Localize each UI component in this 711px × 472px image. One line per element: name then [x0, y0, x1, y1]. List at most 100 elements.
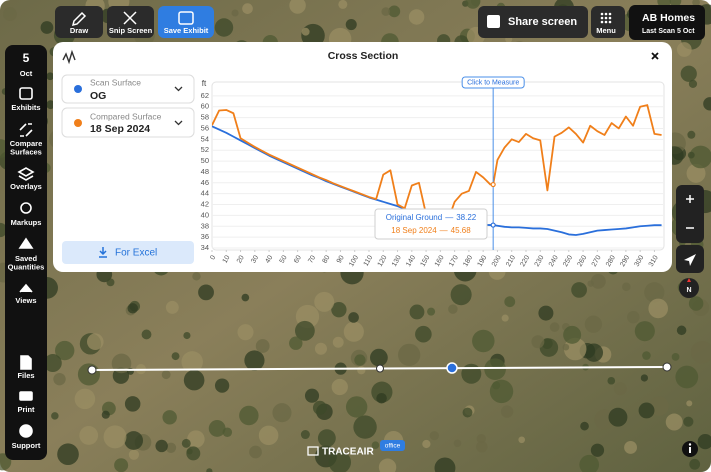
tree	[343, 321, 364, 342]
tree	[378, 458, 397, 472]
section-cursor[interactable]	[446, 362, 458, 374]
tree	[580, 421, 589, 431]
button-label: Share screen	[508, 16, 577, 28]
tooltip-part: Original Ground	[386, 213, 442, 222]
locate-button[interactable]	[684, 254, 696, 266]
tree	[106, 278, 115, 287]
cross-section-panel: Cross Section Scan Surface OG Compared S…	[53, 42, 672, 272]
scan-surface-select[interactable]: Scan Surface OG	[61, 74, 195, 104]
compass[interactable]	[679, 278, 699, 298]
tree	[671, 353, 680, 361]
button-bg	[591, 6, 625, 38]
tree	[214, 378, 230, 393]
download-icon	[99, 247, 107, 258]
icon	[17, 167, 35, 181]
tooltip-line: Original Ground —38.22	[386, 213, 477, 222]
tree	[686, 163, 706, 183]
tree	[371, 441, 380, 449]
y-tick-label: 48	[201, 167, 209, 176]
tree	[46, 72, 54, 81]
sidebar-label: Markups	[11, 218, 42, 227]
tree	[638, 402, 655, 419]
tree	[128, 449, 140, 460]
section-point[interactable]	[376, 364, 384, 373]
menu-button[interactable]: Menu	[591, 6, 625, 38]
tree	[388, 5, 401, 18]
icon	[19, 283, 33, 293]
tree	[304, 388, 320, 403]
tree	[562, 343, 570, 351]
tree	[622, 282, 631, 292]
compared-surface-select[interactable]: Compared Surface 18 Sep 2024	[61, 107, 195, 138]
tree	[690, 340, 711, 364]
x-tick-label: 110	[363, 254, 375, 267]
sidebar-label: Files	[17, 371, 34, 380]
tree	[103, 425, 127, 449]
tree	[644, 282, 665, 303]
tree	[114, 458, 129, 472]
tree	[111, 353, 132, 374]
tree	[124, 396, 141, 412]
tooltip-part: 45.68	[451, 226, 472, 235]
tree	[476, 433, 486, 444]
select-value: OG	[90, 90, 106, 102]
tree	[55, 340, 75, 361]
sidebar-bg	[5, 45, 47, 460]
x-tick-label: 250	[562, 254, 574, 268]
section-line[interactable]	[87, 362, 672, 375]
tree	[409, 304, 425, 320]
zoom-in[interactable]	[686, 195, 694, 203]
tooltip-part: 18 Sep 2024	[391, 226, 437, 235]
draw-button[interactable]: Draw	[55, 6, 103, 38]
tree	[538, 305, 554, 321]
snip-button[interactable]: Snip Screen	[107, 6, 154, 38]
y-tick-label: 42	[201, 200, 209, 209]
select-value: 18 Sep 2024	[90, 123, 150, 135]
close-button[interactable]	[651, 52, 659, 60]
section-point[interactable]	[87, 365, 97, 375]
tree	[348, 312, 359, 323]
x-tick-label: 260	[576, 254, 588, 268]
tree	[127, 303, 138, 314]
tree	[579, 454, 600, 472]
sidebar-label: Saved	[15, 254, 38, 263]
share-button[interactable]: Share screen	[478, 6, 588, 38]
tree	[345, 396, 368, 418]
export-button[interactable]: For Excel	[62, 241, 194, 264]
x-tick-label: 280	[605, 254, 617, 268]
button-bg	[629, 5, 705, 40]
toolbar: Draw Snip Screen Save Exhibit Share scre…	[55, 5, 705, 40]
y-tick-label: 54	[201, 134, 209, 143]
surface-dot	[74, 119, 82, 127]
tree	[687, 130, 696, 139]
tree	[634, 321, 655, 342]
tree	[415, 325, 432, 343]
section-point[interactable]	[662, 362, 672, 372]
sidebar-label: Exhibits	[11, 103, 40, 112]
tree	[354, 354, 366, 366]
project-button[interactable]: AB Homes Last Scan 5 Oct	[629, 5, 705, 40]
tree	[697, 434, 711, 450]
y-tick-label: 60	[201, 102, 209, 111]
tree	[642, 351, 651, 360]
tree	[53, 372, 66, 386]
save-exhibit-button[interactable]: Save Exhibit	[158, 6, 214, 38]
button-bg	[478, 6, 588, 38]
tree	[613, 382, 627, 396]
tree	[571, 282, 587, 298]
compass-label: N	[686, 287, 691, 294]
x-tick-label: 70	[307, 254, 317, 264]
tree	[255, 339, 270, 353]
chevron	[174, 120, 183, 126]
tree	[676, 42, 692, 57]
tree	[43, 354, 62, 372]
tree	[408, 9, 425, 25]
tree	[40, 21, 54, 34]
tree	[624, 441, 638, 454]
tree	[686, 400, 693, 407]
tree	[124, 431, 144, 450]
tree	[448, 304, 458, 314]
sidebar-label: Overlays	[10, 182, 42, 191]
tree	[198, 284, 214, 301]
tree	[680, 65, 697, 82]
